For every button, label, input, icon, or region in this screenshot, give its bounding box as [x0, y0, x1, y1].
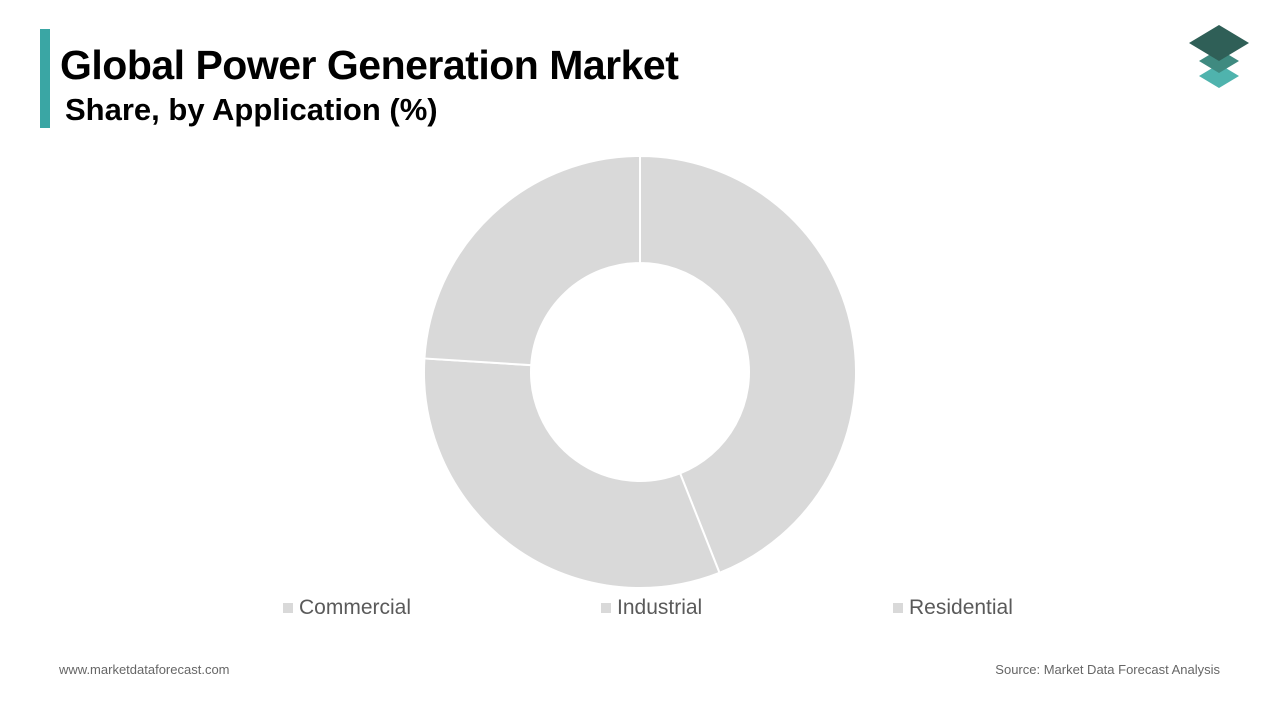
legend-swatch — [283, 603, 293, 613]
chart-title: Global Power Generation Market — [60, 42, 679, 88]
footer-website: www.marketdataforecast.com — [59, 662, 230, 677]
donut-slice-commercial — [639, 154, 857, 575]
legend-swatch — [601, 603, 611, 613]
legend-item-residential: Residential — [893, 596, 1013, 620]
logo-layer-top — [1189, 25, 1249, 61]
donut-slices — [423, 154, 857, 589]
stacked-layers-icon — [1189, 25, 1249, 88]
legend-item-industrial: Industrial — [601, 596, 702, 620]
legend-label: Residential — [909, 596, 1013, 619]
footer-source: Source: Market Data Forecast Analysis — [995, 662, 1220, 677]
donut-slice-industrial — [423, 357, 721, 589]
legend-label: Industrial — [617, 596, 703, 619]
logo-layer-bottom — [1199, 64, 1239, 88]
legend-item-commercial: Commercial — [283, 596, 411, 620]
donut-slice-residential — [423, 154, 641, 367]
legend-swatch — [893, 603, 903, 613]
title-accent-bar — [40, 29, 50, 128]
chart-subtitle: Share, by Application (%) — [65, 92, 438, 127]
legend-label: Commercial — [299, 596, 412, 619]
